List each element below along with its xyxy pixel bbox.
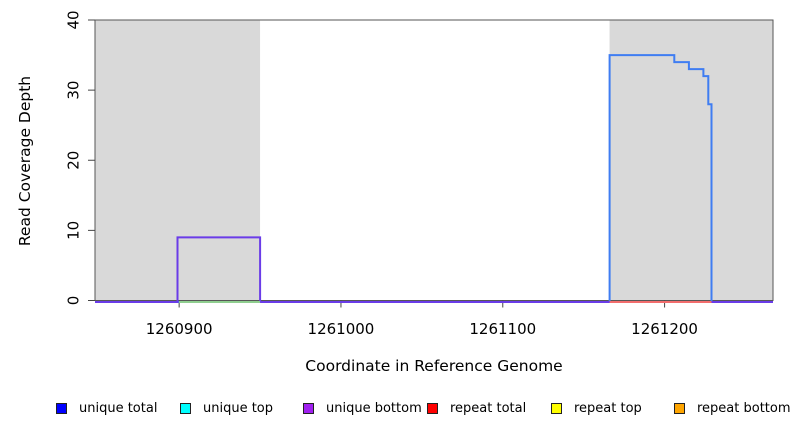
y-tick-label: 40 (64, 10, 82, 29)
series-line-unique-bottom (95, 236, 773, 303)
x-tick-label: 1260900 (146, 320, 213, 338)
shaded-region-right (609, 20, 773, 301)
y-tick-label: 30 (64, 81, 82, 100)
x-tick-label: 1261200 (631, 320, 698, 338)
x-axis-title: Coordinate in Reference Genome (305, 357, 563, 375)
y-tick-label: 0 (64, 296, 82, 306)
x-tick-label: 1261100 (469, 320, 536, 338)
y-axis-title: Read Coverage Depth (16, 75, 34, 247)
y-tick-label: 10 (64, 221, 82, 240)
y-tick-label: 20 (64, 151, 82, 170)
series-line-unique-total (95, 54, 773, 303)
x-tick-label: 1261000 (308, 320, 375, 338)
